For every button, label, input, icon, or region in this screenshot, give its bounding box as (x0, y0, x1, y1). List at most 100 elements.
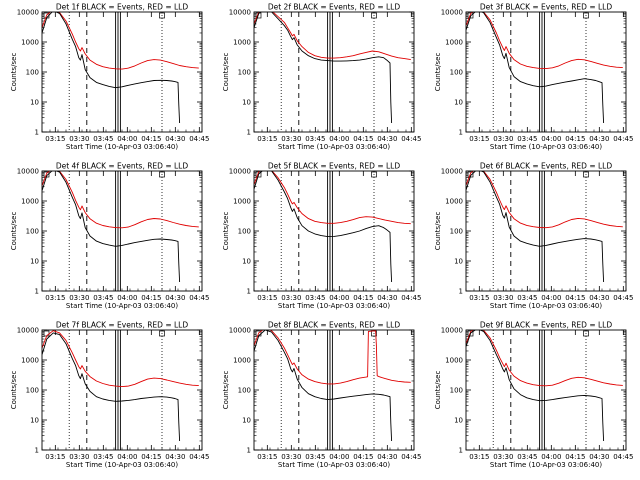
x-tick-label: 04:30 (589, 294, 609, 302)
x-tick-label: 04:00 (541, 294, 561, 302)
series-line-events (466, 171, 605, 283)
x-tick-label: 03:30 (493, 135, 513, 143)
y-tick-label: 1000 (233, 39, 251, 47)
y-tick-label: 100 (450, 387, 463, 395)
series-line-lld (42, 12, 199, 70)
x-tick-label: 04:15 (141, 135, 161, 143)
panel-det-6: Det 6f BLACK = Events, RED = LLD 1 10 100 10… (434, 162, 633, 311)
x-tick-label: 03:15 (45, 294, 65, 302)
x-tick-label: 03:15 (469, 135, 489, 143)
series-line-lld (466, 330, 623, 387)
x-tick-label: 03:15 (469, 294, 489, 302)
y-tick-label: 10 (30, 99, 39, 107)
x-tick-label: 04:15 (141, 294, 161, 302)
y-tick-label: 1000 (21, 198, 39, 206)
series-line-events (466, 12, 605, 124)
y-axis-label: Counts/sec (434, 53, 442, 92)
y-tick-label: 100 (26, 387, 39, 395)
x-tick-label: 04:30 (377, 135, 397, 143)
y-tick-label: 10 (454, 258, 463, 266)
y-tick-label: 100 (26, 69, 39, 77)
top-left-box-marker (43, 330, 50, 337)
y-tick-label: 100 (450, 69, 463, 77)
y-tick-label: 1000 (21, 357, 39, 365)
series-line-events (466, 330, 605, 442)
plot-frame (253, 170, 415, 292)
y-tick-label: 100 (238, 228, 251, 236)
plot-frame (41, 170, 203, 292)
x-tick-label: 04:45 (613, 135, 633, 143)
top-right-box-marker (159, 12, 165, 19)
x-tick-label: 04:15 (565, 135, 585, 143)
x-tick-label: 04:30 (165, 294, 185, 302)
x-axis-label: Start Time (10-Apr-03 03:06:40) (278, 461, 390, 469)
x-tick-label: 03:30 (281, 453, 301, 461)
x-tick-label: 03:45 (93, 135, 113, 143)
y-axis-label: Counts/sec (10, 371, 18, 410)
x-axis-label: Start Time (10-Apr-03 03:06:40) (66, 302, 178, 310)
x-tick-label: 04:00 (541, 453, 561, 461)
y-tick-label: 100 (450, 228, 463, 236)
series-group (42, 12, 199, 124)
x-axis-label: Start Time (10-Apr-03 03:06:40) (490, 302, 602, 310)
x-tick-label: 03:15 (257, 453, 277, 461)
x-tick-label: 04:30 (377, 453, 397, 461)
x-tick-label: 04:45 (189, 135, 209, 143)
series-line-events (42, 12, 181, 124)
x-tick-label: 03:15 (45, 453, 65, 461)
x-axis-label: Start Time (10-Apr-03 03:06:40) (66, 143, 178, 151)
x-tick-label: 03:45 (305, 294, 325, 302)
x-tick-label: 04:45 (401, 135, 421, 143)
top-right-box-marker (583, 12, 589, 19)
panel-title: Det 4f BLACK = Events, RED = LLD (56, 162, 189, 171)
series-line-events (254, 330, 393, 442)
series-group (254, 330, 411, 442)
x-tick-label: 04:30 (589, 135, 609, 143)
series-group (466, 330, 623, 442)
panel-det-8: Det 8f BLACK = Events, RED = LLD 1 10 100 10… (222, 321, 421, 470)
y-tick-label: 10 (30, 258, 39, 266)
y-tick-label: 1 (35, 129, 39, 137)
series-line-events (42, 171, 181, 283)
series-line-lld (466, 171, 623, 229)
x-tick-label: 04:45 (613, 294, 633, 302)
series-line-lld (42, 171, 199, 229)
panel-title: Det 2f BLACK = Events, RED = LLD (268, 3, 401, 12)
panel-title: Det 6f BLACK = Events, RED = LLD (480, 162, 613, 171)
panel-det-9: Det 9f BLACK = Events, RED = LLD 1 10 100 10… (434, 321, 633, 470)
x-tick-label: 04:30 (165, 135, 185, 143)
panel-det-7: Det 7f BLACK = Events, RED = LLD 1 10 100 10… (10, 321, 209, 470)
panel-title: Det 8f BLACK = Events, RED = LLD (268, 321, 401, 330)
y-tick-label: 10 (242, 99, 251, 107)
y-tick-label: 100 (238, 69, 251, 77)
y-tick-label: 10000 (17, 327, 39, 335)
panel-det-3: Det 3f BLACK = Events, RED = LLD 1 10 100 10… (434, 3, 633, 152)
x-tick-label: 04:00 (329, 453, 349, 461)
x-tick-label: 04:30 (377, 294, 397, 302)
y-axis-label: Counts/sec (222, 371, 230, 410)
y-tick-label: 10000 (441, 327, 463, 335)
x-axis-label: Start Time (10-Apr-03 03:06:40) (66, 461, 178, 469)
x-tick-label: 03:45 (305, 135, 325, 143)
x-tick-label: 04:15 (565, 453, 585, 461)
x-tick-label: 03:45 (93, 453, 113, 461)
series-group (42, 330, 199, 442)
y-tick-label: 10000 (17, 168, 39, 176)
x-tick-label: 04:00 (117, 453, 137, 461)
series-line-lld (42, 330, 199, 388)
y-tick-label: 100 (238, 387, 251, 395)
panel-title: Det 9f BLACK = Events, RED = LLD (480, 321, 613, 330)
top-right-box-marker (583, 330, 589, 337)
x-tick-label: 04:15 (353, 135, 373, 143)
x-tick-label: 04:00 (117, 135, 137, 143)
y-tick-label: 1 (459, 447, 463, 455)
panel-det-2: Det 2f BLACK = Events, RED = LLD 1 10 100 10… (222, 3, 421, 152)
y-tick-label: 1000 (21, 39, 39, 47)
x-tick-label: 04:00 (329, 135, 349, 143)
x-tick-label: 03:15 (469, 453, 489, 461)
x-tick-label: 04:45 (401, 453, 421, 461)
y-axis-label: Counts/sec (222, 212, 230, 251)
panel-det-4: Det 4f BLACK = Events, RED = LLD 1 10 100 10… (10, 162, 209, 311)
